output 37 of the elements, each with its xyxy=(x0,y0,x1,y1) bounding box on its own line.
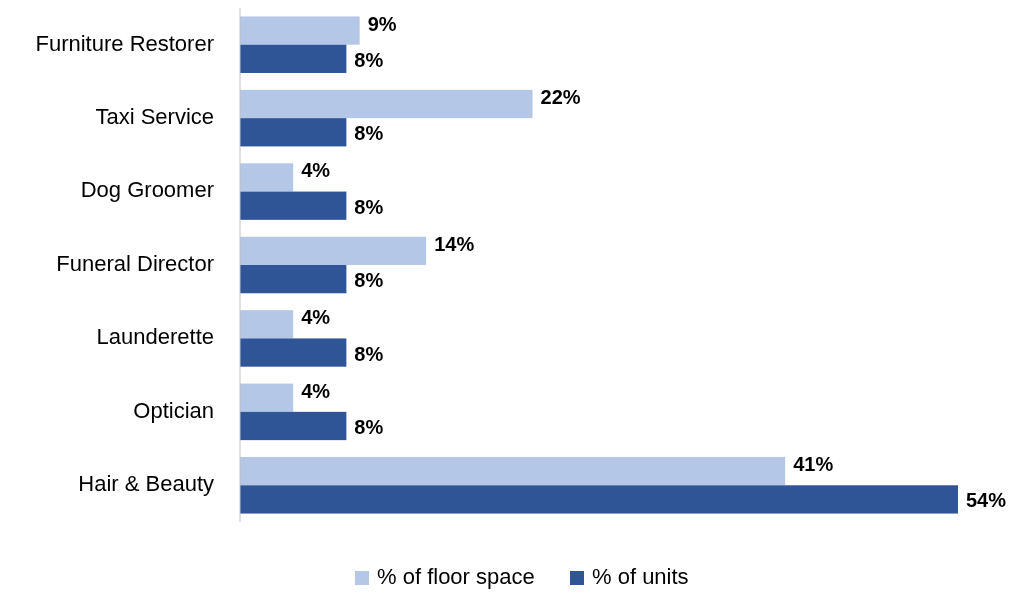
bar xyxy=(240,118,347,147)
data-label: 9% xyxy=(367,12,397,35)
bar xyxy=(240,236,427,265)
bar xyxy=(240,163,294,192)
data-label: 8% xyxy=(354,269,384,292)
legend-label: % of floor space xyxy=(377,563,535,589)
data-label: 14% xyxy=(434,232,475,255)
bar xyxy=(240,411,347,441)
bar xyxy=(240,44,347,73)
data-label: 8% xyxy=(354,122,384,145)
bar xyxy=(240,16,360,45)
y-tick-label: Optician xyxy=(133,397,214,423)
data-label: 8% xyxy=(354,195,384,218)
data-label: 54% xyxy=(966,489,1007,512)
bar xyxy=(240,89,533,119)
bar xyxy=(240,383,294,412)
data-label: 41% xyxy=(793,453,834,476)
data-label: 4% xyxy=(301,306,331,329)
bar xyxy=(240,310,294,339)
bar xyxy=(240,485,958,514)
bar xyxy=(240,265,347,294)
y-tick-label: Launderette xyxy=(96,324,214,350)
data-label: 4% xyxy=(301,379,331,402)
y-tick-label: Funeral Director xyxy=(56,250,214,276)
data-label: 4% xyxy=(301,159,331,182)
data-label: 8% xyxy=(354,48,384,71)
bar xyxy=(240,191,347,220)
y-tick-label: Taxi Service xyxy=(95,103,214,129)
y-tick-label: Dog Groomer xyxy=(80,177,214,203)
data-label: 8% xyxy=(354,342,384,365)
bar xyxy=(240,338,347,367)
data-label: 22% xyxy=(540,86,581,109)
y-tick-label: Hair & Beauty xyxy=(78,471,214,497)
data-label: 8% xyxy=(354,415,384,438)
y-tick-label: Furniture Restorer xyxy=(35,30,214,56)
bar xyxy=(240,457,786,486)
legend-label: % of units xyxy=(592,563,689,589)
